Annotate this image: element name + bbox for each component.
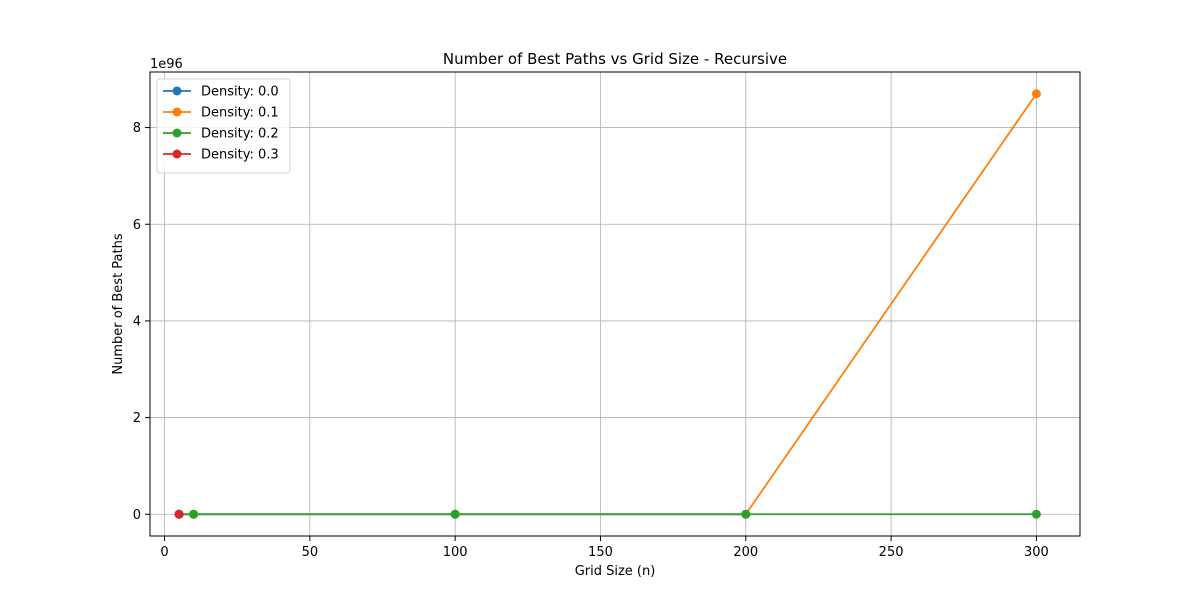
data-point [1031, 89, 1041, 99]
ticks: 0 50 100 150 200 250 300 0 2 4 6 8 [133, 121, 1049, 560]
y-axis-title: Number of Best Paths [111, 233, 126, 374]
data-point [189, 509, 199, 519]
y-tick-label: 6 [133, 218, 141, 233]
y-tick-label: 0 [133, 508, 141, 523]
x-tick-label: 50 [302, 545, 319, 560]
legend-label: Density: 0.0 [201, 85, 279, 100]
data-point [450, 509, 460, 519]
series-2 [174, 509, 1041, 519]
series-1 [174, 89, 1041, 519]
legend: Density: 0.0 Density: 0.1 Density: 0.2 Dens… [156, 78, 291, 174]
x-tick-label: 200 [733, 545, 758, 560]
legend-item: Density: 0.3 [163, 148, 279, 163]
data-point [741, 509, 751, 519]
legend-marker [172, 86, 182, 96]
legend-marker [172, 107, 182, 117]
x-tick-label: 250 [879, 545, 904, 560]
legend-item: Density: 0.0 [163, 85, 279, 100]
legend-marker [172, 149, 182, 159]
x-tick-label: 150 [588, 545, 613, 560]
series-3 [174, 509, 184, 519]
series-line [179, 93, 1038, 516]
y-tick-label: 2 [133, 411, 141, 426]
plot-frame [149, 71, 1081, 537]
y-offset-label: 1e96 [150, 57, 183, 72]
legend-label: Density: 0.3 [201, 148, 279, 163]
series-layer [174, 89, 1041, 519]
x-tick-label: 0 [160, 545, 168, 560]
legend-label: Density: 0.1 [201, 106, 279, 121]
x-tick-label: 300 [1024, 545, 1049, 560]
legend-item: Density: 0.2 [163, 127, 279, 142]
data-point [1031, 509, 1041, 519]
legend-label: Density: 0.2 [201, 127, 279, 142]
legend-item: Density: 0.1 [163, 106, 279, 121]
x-axis-title: Grid Size (n) [575, 564, 656, 579]
chart-title: Number of Best Paths vs Grid Size - Recu… [443, 50, 787, 68]
data-point [174, 509, 184, 519]
legend-box [156, 78, 291, 174]
legend-marker [172, 128, 182, 138]
y-tick-label: 8 [133, 121, 141, 136]
y-tick-label: 4 [133, 314, 141, 329]
x-tick-label: 100 [443, 545, 468, 560]
